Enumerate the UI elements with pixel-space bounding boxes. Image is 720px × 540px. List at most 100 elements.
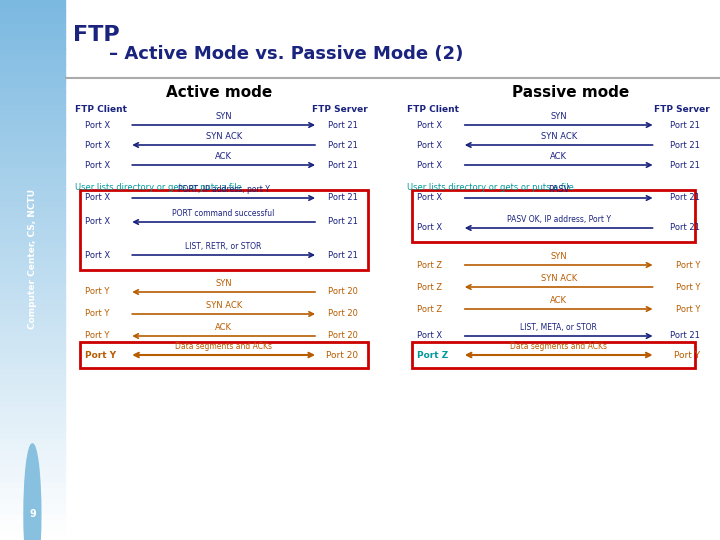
- Bar: [0, 113, 65, 119]
- Bar: [0, 334, 65, 340]
- Text: Port 20: Port 20: [328, 332, 358, 341]
- Bar: [0, 124, 65, 130]
- Text: ACK: ACK: [550, 152, 567, 161]
- Text: Port 20: Port 20: [325, 350, 358, 360]
- Text: Port 21: Port 21: [670, 224, 700, 233]
- Text: PASV: PASV: [548, 185, 570, 194]
- Bar: [0, 518, 65, 524]
- Bar: [0, 232, 65, 238]
- Bar: [0, 102, 65, 108]
- Text: Port Y: Port Y: [674, 350, 700, 360]
- Bar: [0, 415, 65, 421]
- Text: SYN ACK: SYN ACK: [541, 132, 577, 141]
- Bar: [0, 167, 65, 173]
- Text: Port 21: Port 21: [670, 120, 700, 130]
- Bar: [0, 307, 65, 313]
- Bar: [0, 188, 65, 194]
- Bar: [0, 134, 65, 140]
- Bar: [0, 215, 65, 221]
- Text: Port Z: Port Z: [417, 305, 442, 314]
- Bar: [0, 156, 65, 162]
- Bar: [0, 194, 65, 200]
- Text: Data segments and ACKs: Data segments and ACKs: [510, 342, 607, 351]
- Bar: [0, 5, 65, 11]
- Bar: [0, 145, 65, 151]
- Text: Active mode: Active mode: [166, 85, 271, 100]
- Text: Port 21: Port 21: [670, 160, 700, 170]
- Text: Port Z: Port Z: [417, 260, 442, 269]
- Bar: [0, 64, 65, 70]
- Text: SYN ACK: SYN ACK: [205, 132, 242, 141]
- Bar: [0, 161, 65, 167]
- Text: FTP Server: FTP Server: [312, 105, 368, 114]
- Bar: [0, 253, 65, 259]
- Bar: [0, 118, 65, 124]
- Bar: [0, 129, 65, 135]
- Bar: [0, 248, 65, 254]
- Text: User lists directory or gets or puts a file: User lists directory or gets or puts a f…: [75, 183, 242, 192]
- Bar: [0, 26, 65, 32]
- Bar: [0, 140, 65, 146]
- Text: Computer Center, CS, NCTU: Computer Center, CS, NCTU: [28, 189, 37, 329]
- Text: Port X: Port X: [85, 218, 109, 226]
- Text: Port Y: Port Y: [85, 287, 109, 296]
- Bar: [0, 383, 65, 389]
- Bar: [0, 496, 65, 502]
- Bar: [0, 345, 65, 351]
- Text: LIST, META, or STOR: LIST, META, or STOR: [521, 323, 597, 332]
- Bar: [0, 340, 65, 346]
- Text: Port 21: Port 21: [670, 140, 700, 150]
- Bar: [0, 410, 65, 416]
- Text: Port 21: Port 21: [670, 193, 700, 202]
- Bar: [0, 59, 65, 65]
- Text: Port X: Port X: [417, 140, 442, 150]
- Bar: [0, 151, 65, 157]
- Text: Port 21: Port 21: [328, 193, 358, 202]
- Bar: [0, 183, 65, 189]
- Bar: [0, 318, 65, 324]
- Text: FTP Client: FTP Client: [75, 105, 127, 114]
- Bar: [0, 388, 65, 394]
- Bar: [0, 280, 65, 286]
- Text: FTP Server: FTP Server: [654, 105, 710, 114]
- Text: Port Y: Port Y: [85, 350, 116, 360]
- Bar: [0, 399, 65, 405]
- Bar: [0, 178, 65, 184]
- Text: Port X: Port X: [417, 224, 442, 233]
- Bar: [0, 377, 65, 383]
- Bar: [0, 361, 65, 367]
- Bar: [0, 242, 65, 248]
- Bar: [0, 296, 65, 302]
- Text: SYN: SYN: [215, 112, 232, 121]
- Bar: [0, 458, 65, 464]
- Bar: [0, 426, 65, 432]
- Text: Port 21: Port 21: [328, 251, 358, 260]
- Text: SYN ACK: SYN ACK: [205, 301, 242, 310]
- Bar: [0, 350, 65, 356]
- Text: ACK: ACK: [215, 152, 232, 161]
- Text: Port X: Port X: [85, 140, 109, 150]
- Text: Port Z: Port Z: [417, 282, 442, 292]
- Bar: [413, 190, 696, 242]
- Bar: [0, 502, 65, 508]
- Bar: [0, 534, 65, 540]
- Text: SYN ACK: SYN ACK: [541, 274, 577, 283]
- Bar: [0, 372, 65, 378]
- Text: SYN: SYN: [215, 279, 232, 288]
- Bar: [0, 210, 65, 216]
- Text: PORT command successful: PORT command successful: [173, 209, 275, 218]
- Text: Passive mode: Passive mode: [513, 85, 630, 100]
- Bar: [0, 10, 65, 16]
- Bar: [0, 475, 65, 481]
- Text: Port X: Port X: [417, 120, 442, 130]
- Bar: [0, 75, 65, 81]
- Bar: [0, 437, 65, 443]
- Bar: [0, 480, 65, 486]
- Text: FTP Client: FTP Client: [408, 105, 459, 114]
- Bar: [0, 453, 65, 459]
- Bar: [0, 529, 65, 535]
- Text: Port Y: Port Y: [85, 332, 109, 341]
- Text: Port X: Port X: [417, 160, 442, 170]
- Text: Port X: Port X: [417, 193, 442, 202]
- Text: Port 21: Port 21: [328, 218, 358, 226]
